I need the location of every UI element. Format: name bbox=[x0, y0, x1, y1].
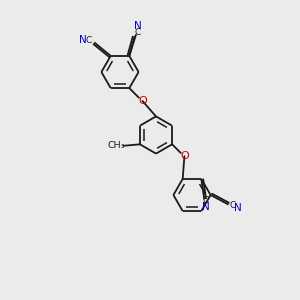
Text: C: C bbox=[135, 28, 141, 37]
Text: O: O bbox=[139, 96, 148, 106]
Text: N: N bbox=[234, 202, 242, 213]
Text: C: C bbox=[203, 196, 209, 205]
Text: N: N bbox=[202, 202, 210, 212]
Text: O: O bbox=[181, 151, 189, 161]
Text: CH₃: CH₃ bbox=[107, 141, 124, 150]
Text: C: C bbox=[86, 36, 92, 45]
Text: C: C bbox=[229, 201, 235, 210]
Text: N: N bbox=[79, 35, 87, 45]
Text: N: N bbox=[134, 22, 142, 32]
